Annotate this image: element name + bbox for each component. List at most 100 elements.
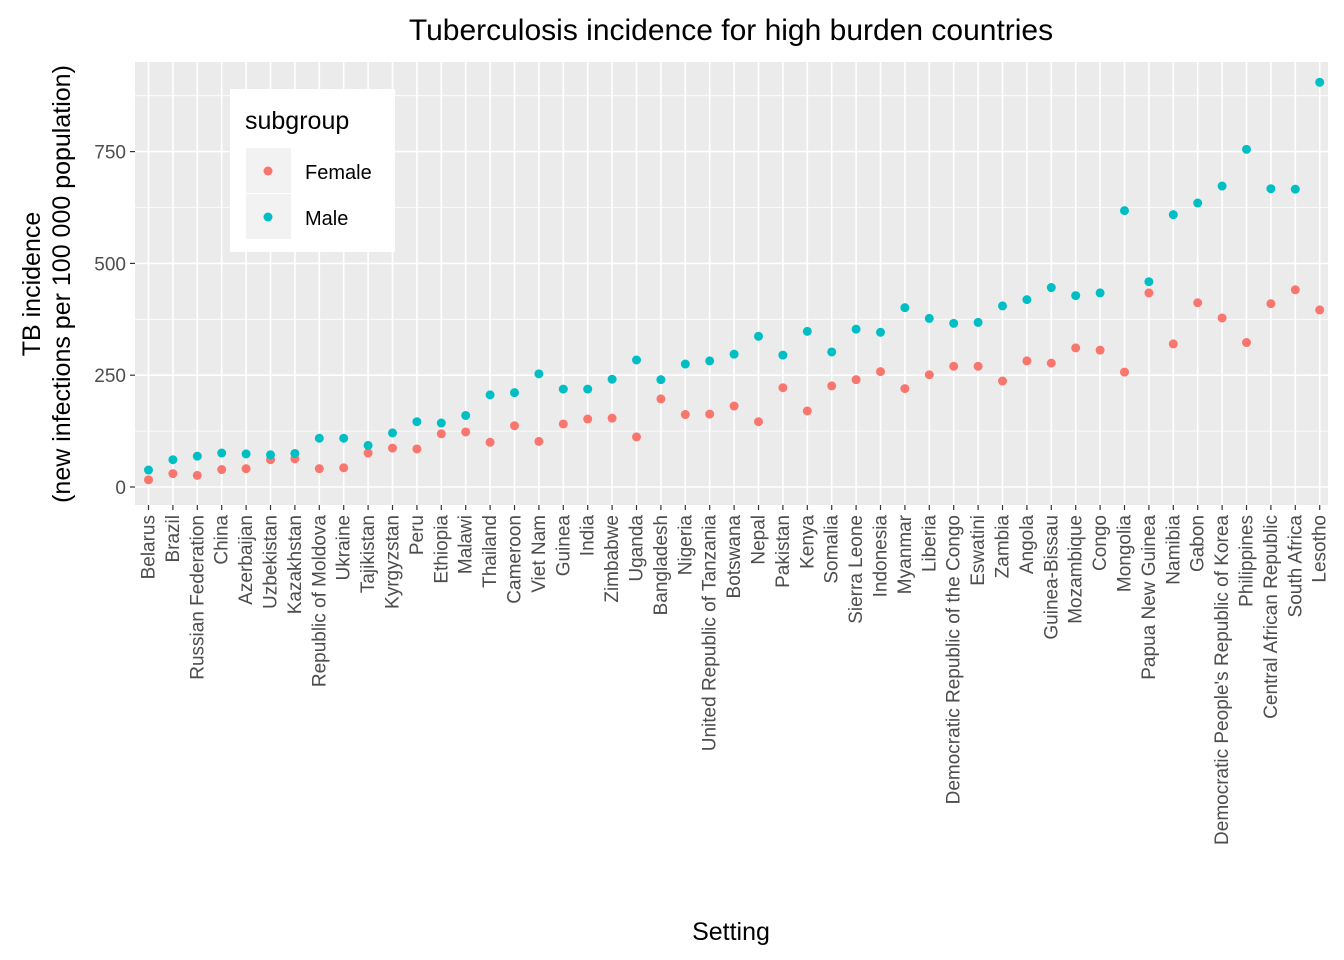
point-female <box>534 436 544 446</box>
point-male <box>485 390 495 400</box>
x-tick-label: Democratic People's Republic of Korea <box>1212 515 1233 845</box>
x-tick-label: Mongolia <box>1115 515 1136 593</box>
x-tick-label: Central African Republic <box>1261 515 1282 719</box>
point-female <box>1217 313 1227 323</box>
point-female <box>632 432 641 442</box>
point-female <box>436 429 446 439</box>
x-tick-label: Sierra Leone <box>846 515 867 624</box>
point-female <box>1022 356 1032 366</box>
point-female <box>192 470 202 480</box>
point-male <box>436 418 446 428</box>
point-female <box>705 409 715 419</box>
x-tick-label: Liberia <box>919 515 940 572</box>
point-female <box>339 463 349 473</box>
point-male <box>924 313 934 323</box>
point-male <box>1168 210 1178 220</box>
point-female <box>461 427 471 437</box>
point-female <box>998 376 1007 386</box>
point-male <box>1095 288 1105 298</box>
point-female <box>558 419 568 429</box>
point-male <box>510 388 519 398</box>
point-female <box>1120 367 1129 377</box>
x-tick-label: Peru <box>407 515 428 555</box>
legend-marker-male <box>263 212 273 222</box>
point-male <box>1071 291 1081 301</box>
x-tick-label: Kazakhstan <box>285 515 306 614</box>
x-tick-label: Angola <box>1017 515 1038 575</box>
point-male <box>827 347 837 357</box>
x-tick-label: Viet Nam <box>529 515 550 593</box>
x-tick-label: Philippines <box>1237 515 1258 607</box>
point-female <box>754 417 763 427</box>
point-male <box>363 440 373 450</box>
point-male <box>1022 295 1032 305</box>
x-tick-label: China <box>212 515 233 565</box>
point-male <box>217 448 227 458</box>
x-tick-label: Uganda <box>627 515 648 582</box>
point-female <box>217 465 227 475</box>
point-female <box>363 448 373 458</box>
point-male <box>973 317 983 327</box>
point-male <box>900 303 910 313</box>
point-male <box>241 449 251 459</box>
x-tick-label: Lesotho <box>1310 515 1331 583</box>
x-axis: Belarus Brazil Russian Federation China Azer… <box>139 505 1331 845</box>
x-tick-label: Guinea-Bissau <box>1041 515 1062 640</box>
point-male <box>705 356 715 366</box>
point-male <box>1266 184 1276 194</box>
x-tick-label: Brazil <box>163 515 184 563</box>
point-female <box>680 410 690 420</box>
x-tick-label: Indonesia <box>871 515 892 598</box>
point-female <box>1315 305 1325 315</box>
point-female <box>485 437 495 447</box>
point-female <box>1046 358 1056 368</box>
y-tick-label: 250 <box>94 366 126 387</box>
point-male <box>1046 283 1056 293</box>
x-tick-label: Papua New Guinea <box>1139 515 1160 680</box>
point-female <box>607 413 617 423</box>
x-tick-label: Cameroon <box>505 515 526 604</box>
point-male <box>778 350 788 360</box>
x-tick-label: Congo <box>1090 515 1111 571</box>
data-points <box>144 77 1325 485</box>
y-tick-label: 0 <box>115 478 126 499</box>
point-male <box>949 318 959 328</box>
point-female <box>876 367 885 377</box>
point-male <box>388 428 397 438</box>
point-female <box>168 469 178 479</box>
point-female <box>949 361 959 371</box>
point-male <box>998 301 1007 311</box>
point-female <box>1290 285 1300 295</box>
x-tick-label: Tajikistan <box>358 515 379 593</box>
x-tick-label: Zambia <box>993 515 1014 579</box>
x-tick-label: Nigeria <box>675 515 696 576</box>
point-male <box>851 324 861 334</box>
point-male <box>339 433 349 443</box>
x-tick-label: Kenya <box>797 515 818 569</box>
point-male <box>632 355 641 365</box>
point-female <box>1242 338 1251 348</box>
x-tick-label: Guinea <box>553 515 574 577</box>
point-male <box>729 349 739 359</box>
point-female <box>1095 345 1105 355</box>
point-male <box>144 465 153 475</box>
point-female <box>1266 299 1276 309</box>
y-axis-title-line-2: (new infections per 100 000 population) <box>48 65 76 503</box>
point-male <box>1144 277 1154 287</box>
x-tick-label: Malawi <box>456 515 477 574</box>
legend: subgroup Female Male <box>230 89 395 252</box>
point-female <box>778 383 788 393</box>
legend-title: subgroup <box>245 107 349 135</box>
legend-label-male: Male <box>305 208 348 230</box>
y-tick-label: 500 <box>94 254 126 275</box>
point-male <box>802 326 812 336</box>
point-male <box>1217 181 1227 191</box>
point-male <box>192 451 202 461</box>
point-female <box>388 443 397 453</box>
x-tick-label: Thailand <box>480 515 501 588</box>
point-male <box>583 384 593 394</box>
x-tick-label: Gabon <box>1188 515 1209 572</box>
point-female <box>1144 288 1154 298</box>
point-male <box>1242 144 1251 154</box>
